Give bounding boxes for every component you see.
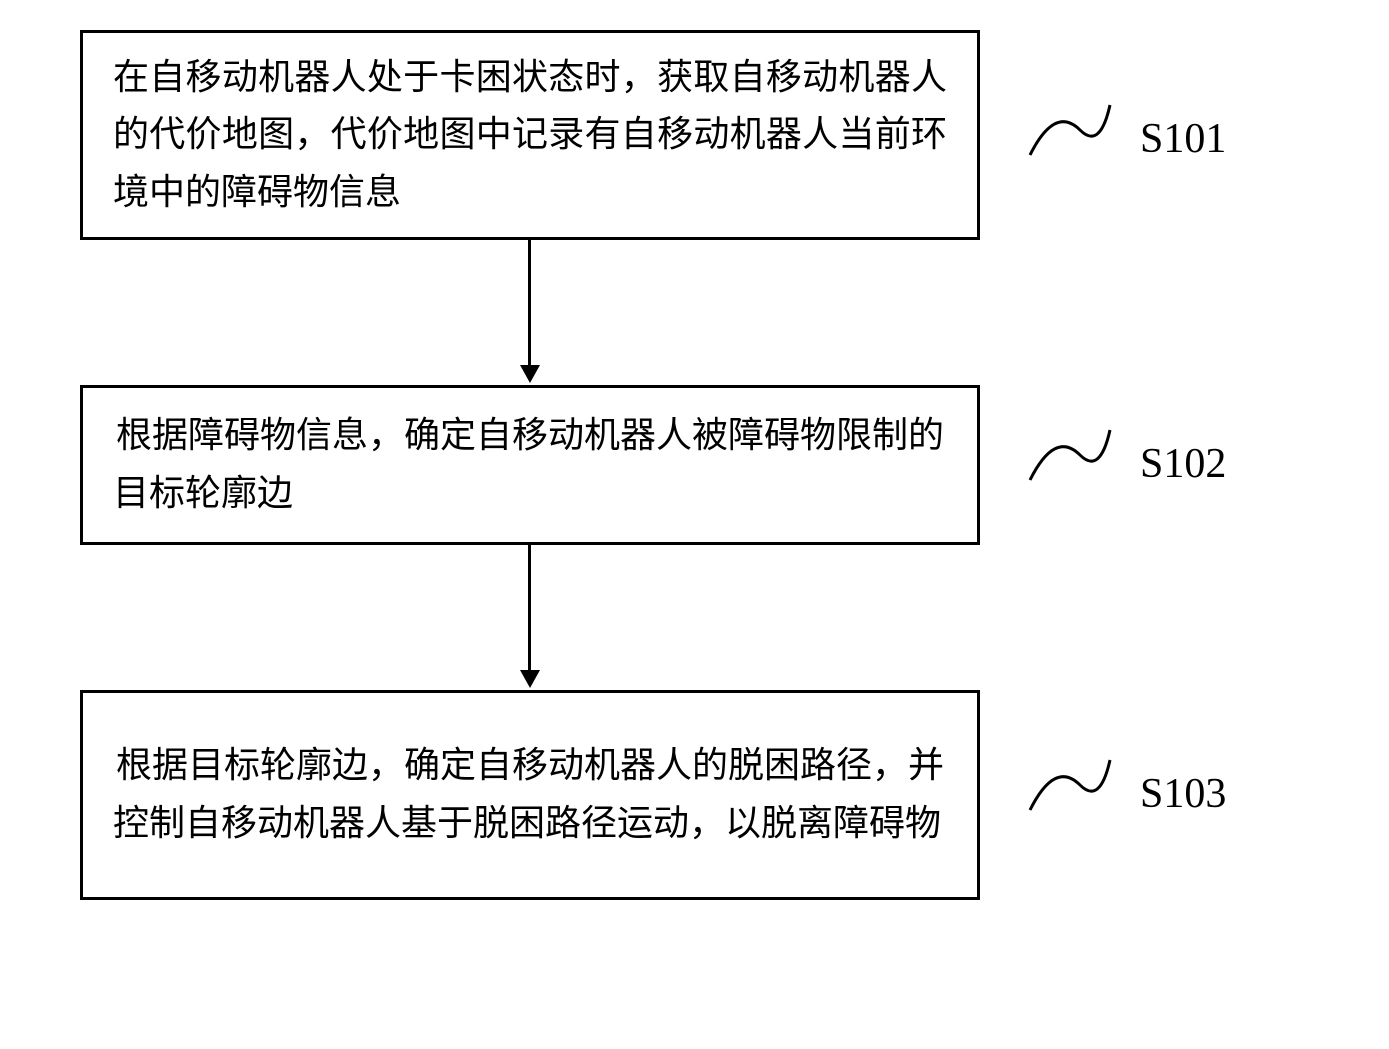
arrow-s102-s103 xyxy=(528,545,531,670)
flow-step-text: 根据目标轮廓边，确定自移动机器人的脱困路径，并控制自移动机器人基于脱困路径运动，… xyxy=(113,737,947,852)
flow-step-text: 根据障碍物信息，确定自移动机器人被障碍物限制的目标轮廓边 xyxy=(113,407,947,522)
flow-step-s102: 根据障碍物信息，确定自移动机器人被障碍物限制的目标轮廓边 xyxy=(80,385,980,545)
arrow-s101-s102 xyxy=(528,240,531,365)
flow-step-text: 在自移动机器人处于卡困状态时，获取自移动机器人的代价地图，代价地图中记录有自移动… xyxy=(113,49,947,222)
flow-step-s101: 在自移动机器人处于卡困状态时，获取自移动机器人的代价地图，代价地图中记录有自移动… xyxy=(80,30,980,240)
step-label-s101: S101 xyxy=(1140,115,1226,163)
connector-s103 xyxy=(1025,750,1115,829)
connector-s101 xyxy=(1025,95,1115,174)
arrow-head-s102-s103 xyxy=(520,670,540,688)
flow-step-s103: 根据目标轮廓边，确定自移动机器人的脱困路径，并控制自移动机器人基于脱困路径运动，… xyxy=(80,690,980,900)
arrow-head-s101-s102 xyxy=(520,365,540,383)
step-label-s102: S102 xyxy=(1140,440,1226,488)
step-label-s103: S103 xyxy=(1140,770,1226,818)
connector-s102 xyxy=(1025,420,1115,499)
